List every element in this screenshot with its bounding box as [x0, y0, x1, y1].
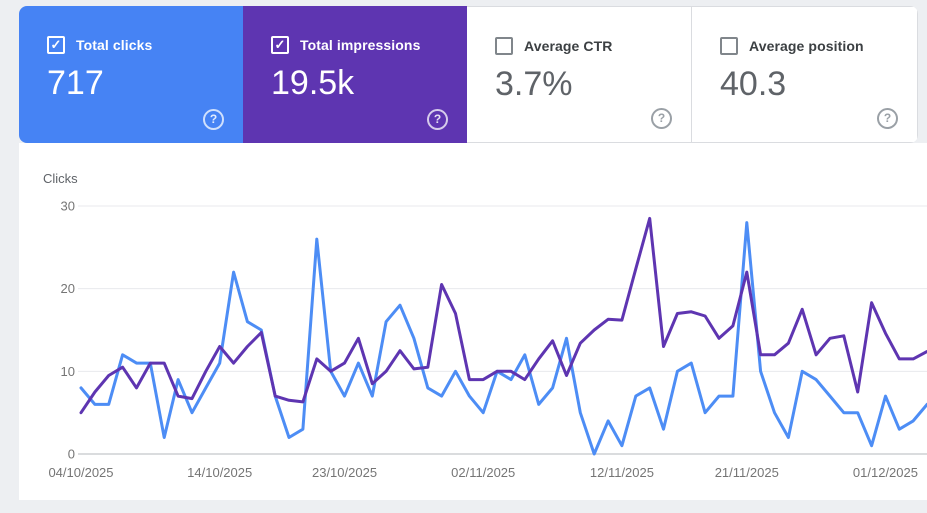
total-clicks-checkbox[interactable]: ✓: [47, 36, 65, 54]
performance-chart-card: Clicks 0 10 20 30 04/10/2025 14/10/2025 23/10/…: [19, 143, 927, 500]
y-tick-label: 10: [61, 364, 75, 379]
total-clicks-label: Total clicks: [76, 37, 153, 53]
metric-card-total-clicks[interactable]: ✓ Total clicks 717 ?: [19, 6, 243, 143]
average-ctr-value: 3.7%: [495, 65, 573, 103]
average-ctr-label: Average CTR: [524, 38, 613, 54]
x-tick-label: 12/11/2025: [590, 465, 654, 480]
clicks-line: [79, 221, 927, 456]
metric-card-total-impressions[interactable]: ✓ Total impressions 19.5k ?: [243, 6, 467, 143]
help-icon[interactable]: ?: [651, 108, 672, 129]
total-clicks-value: 717: [47, 64, 104, 102]
total-impressions-label: Total impressions: [300, 37, 421, 53]
metric-card-average-ctr[interactable]: Average CTR 3.7% ?: [467, 6, 691, 143]
y-axis-title: Clicks: [43, 171, 78, 186]
help-icon[interactable]: ?: [203, 109, 224, 130]
metric-cards-row: ✓ Total clicks 717 ? ✓ Total impressions…: [19, 6, 918, 143]
checkmark-icon: ✓: [274, 36, 286, 52]
average-position-checkbox[interactable]: [720, 37, 738, 55]
average-position-value: 40.3: [720, 65, 787, 103]
average-position-label: Average position: [749, 38, 864, 54]
x-tick-label: 21/11/2025: [715, 465, 779, 480]
y-tick-label: 0: [68, 447, 75, 462]
x-tick-label: 23/10/2025: [312, 465, 377, 480]
total-impressions-value: 19.5k: [271, 64, 355, 102]
impressions-line: [79, 216, 927, 415]
x-tick-label: 04/10/2025: [48, 465, 113, 480]
help-icon[interactable]: ?: [427, 109, 448, 130]
total-impressions-checkbox[interactable]: ✓: [271, 36, 289, 54]
x-tick-label: 14/10/2025: [187, 465, 252, 480]
x-tick-label: 02/11/2025: [451, 465, 515, 480]
x-tick-label: 01/12/2025: [853, 465, 918, 480]
help-icon[interactable]: ?: [877, 108, 898, 129]
checkmark-icon: ✓: [50, 36, 62, 52]
average-ctr-checkbox[interactable]: [495, 37, 513, 55]
performance-chart: 0 10 20 30 04/10/2025 14/10/2025 23/10/2025 02/…: [48, 199, 927, 480]
y-tick-label: 20: [61, 281, 75, 296]
y-tick-label: 30: [61, 199, 75, 214]
metric-card-average-position[interactable]: Average position 40.3 ?: [691, 6, 918, 143]
